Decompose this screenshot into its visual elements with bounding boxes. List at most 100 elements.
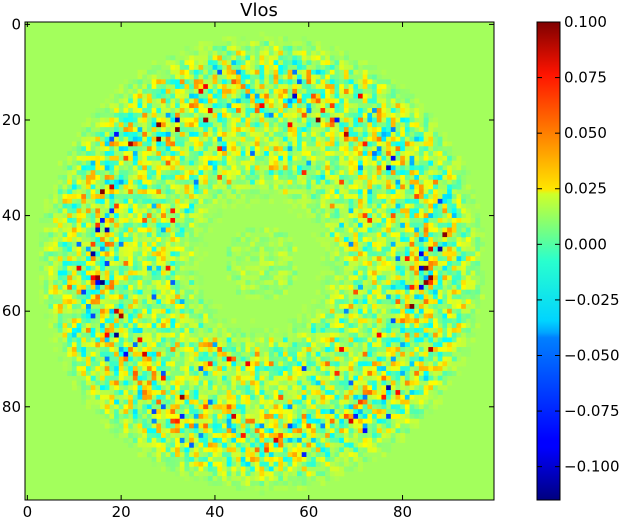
heatmap-cell bbox=[376, 318, 382, 324]
heatmap-cell bbox=[137, 194, 143, 200]
heatmap-cell bbox=[268, 155, 274, 161]
heatmap-cell bbox=[53, 241, 59, 247]
heatmap-cell bbox=[250, 198, 256, 204]
heatmap-cell bbox=[203, 342, 209, 348]
heatmap-cell bbox=[259, 337, 265, 343]
heatmap-cell bbox=[353, 332, 359, 338]
heatmap-cell bbox=[114, 189, 120, 195]
heatmap-cell bbox=[278, 155, 284, 161]
heatmap-cell bbox=[306, 79, 312, 85]
heatmap-cell bbox=[71, 141, 77, 147]
heatmap-cell bbox=[254, 370, 260, 377]
heatmap-cell bbox=[156, 265, 162, 271]
heatmap-cell bbox=[268, 261, 274, 267]
heatmap-cell bbox=[184, 251, 190, 257]
heatmap-cell bbox=[231, 270, 237, 276]
heatmap-cell bbox=[151, 323, 157, 329]
heatmap-cell bbox=[409, 170, 415, 176]
heatmap-cell bbox=[57, 318, 63, 324]
heatmap-cell bbox=[311, 375, 317, 381]
heatmap-cell bbox=[278, 122, 284, 128]
heatmap-cell bbox=[414, 299, 420, 305]
heatmap-cell bbox=[128, 241, 134, 247]
heatmap-cell bbox=[292, 146, 298, 152]
heatmap-cell bbox=[179, 217, 185, 224]
heatmap-cell bbox=[465, 275, 471, 281]
heatmap-cell bbox=[170, 294, 176, 300]
heatmap-cell bbox=[109, 237, 115, 243]
heatmap-cell bbox=[132, 108, 138, 114]
heatmap-cell bbox=[146, 327, 152, 333]
heatmap-cell bbox=[292, 375, 298, 381]
heatmap-cell bbox=[264, 327, 270, 333]
heatmap-cell bbox=[362, 74, 368, 80]
heatmap-cell bbox=[175, 237, 181, 243]
heatmap-cell bbox=[109, 366, 115, 372]
heatmap-cell bbox=[226, 170, 232, 176]
heatmap-cell bbox=[367, 251, 373, 257]
heatmap-cell bbox=[184, 313, 190, 319]
heatmap-cell bbox=[203, 174, 209, 181]
heatmap-cell bbox=[170, 347, 176, 353]
heatmap-cell bbox=[268, 93, 274, 99]
heatmap-cell bbox=[123, 155, 129, 161]
heatmap-cell bbox=[128, 122, 134, 128]
heatmap-cell bbox=[137, 160, 143, 166]
heatmap-cell bbox=[118, 356, 124, 362]
heatmap-cell bbox=[428, 270, 434, 276]
heatmap-cell bbox=[343, 342, 349, 348]
heatmap-cell bbox=[123, 203, 129, 209]
heatmap-cell bbox=[315, 380, 321, 386]
heatmap-cell bbox=[414, 194, 420, 200]
heatmap-cell bbox=[409, 313, 415, 319]
heatmap-cell bbox=[386, 275, 392, 281]
heatmap-cell bbox=[297, 194, 303, 200]
heatmap-cell bbox=[456, 208, 462, 214]
heatmap-cell bbox=[57, 213, 63, 219]
heatmap-cell bbox=[104, 241, 110, 247]
heatmap-cell bbox=[287, 146, 293, 152]
heatmap-cell bbox=[203, 241, 209, 247]
heatmap-cell bbox=[461, 284, 467, 290]
heatmap-cell bbox=[329, 342, 335, 348]
heatmap-cell bbox=[254, 380, 260, 386]
heatmap-cell bbox=[456, 227, 462, 233]
heatmap-cell bbox=[311, 194, 317, 200]
heatmap-cell bbox=[329, 45, 335, 51]
heatmap-cell bbox=[278, 55, 284, 61]
heatmap-cell bbox=[343, 318, 349, 324]
heatmap-cell bbox=[245, 50, 251, 56]
heatmap-cell bbox=[315, 93, 321, 99]
heatmap-cell bbox=[90, 270, 96, 276]
heatmap-cell bbox=[325, 203, 331, 209]
heatmap-cell bbox=[339, 122, 345, 128]
heatmap-cell bbox=[231, 237, 237, 243]
heatmap-cell bbox=[193, 294, 199, 300]
heatmap-cell bbox=[203, 127, 209, 133]
heatmap-cell bbox=[372, 112, 378, 118]
heatmap-cell bbox=[118, 380, 124, 386]
heatmap-cell bbox=[315, 323, 321, 329]
heatmap-cell bbox=[456, 308, 462, 314]
heatmap-cell bbox=[95, 251, 101, 257]
heatmap-cell bbox=[357, 88, 363, 94]
heatmap-cell bbox=[142, 251, 148, 257]
heatmap-cell bbox=[217, 179, 223, 185]
heatmap-cell bbox=[343, 98, 349, 104]
heatmap-cell bbox=[414, 270, 420, 276]
heatmap-cell bbox=[175, 88, 181, 94]
heatmap-cell bbox=[428, 356, 434, 362]
heatmap-cell bbox=[245, 88, 251, 94]
heatmap-cell bbox=[292, 55, 298, 61]
heatmap-cell bbox=[104, 165, 110, 171]
heatmap-cell bbox=[114, 160, 120, 166]
heatmap-cell bbox=[320, 170, 326, 176]
heatmap-cell bbox=[57, 304, 63, 310]
heatmap-cell bbox=[170, 313, 176, 319]
heatmap-cell bbox=[76, 232, 82, 238]
heatmap-cell bbox=[362, 127, 368, 133]
heatmap-cell bbox=[339, 304, 345, 310]
heatmap-cell bbox=[343, 337, 349, 343]
heatmap-cell bbox=[461, 332, 467, 338]
heatmap-cell bbox=[325, 375, 331, 381]
